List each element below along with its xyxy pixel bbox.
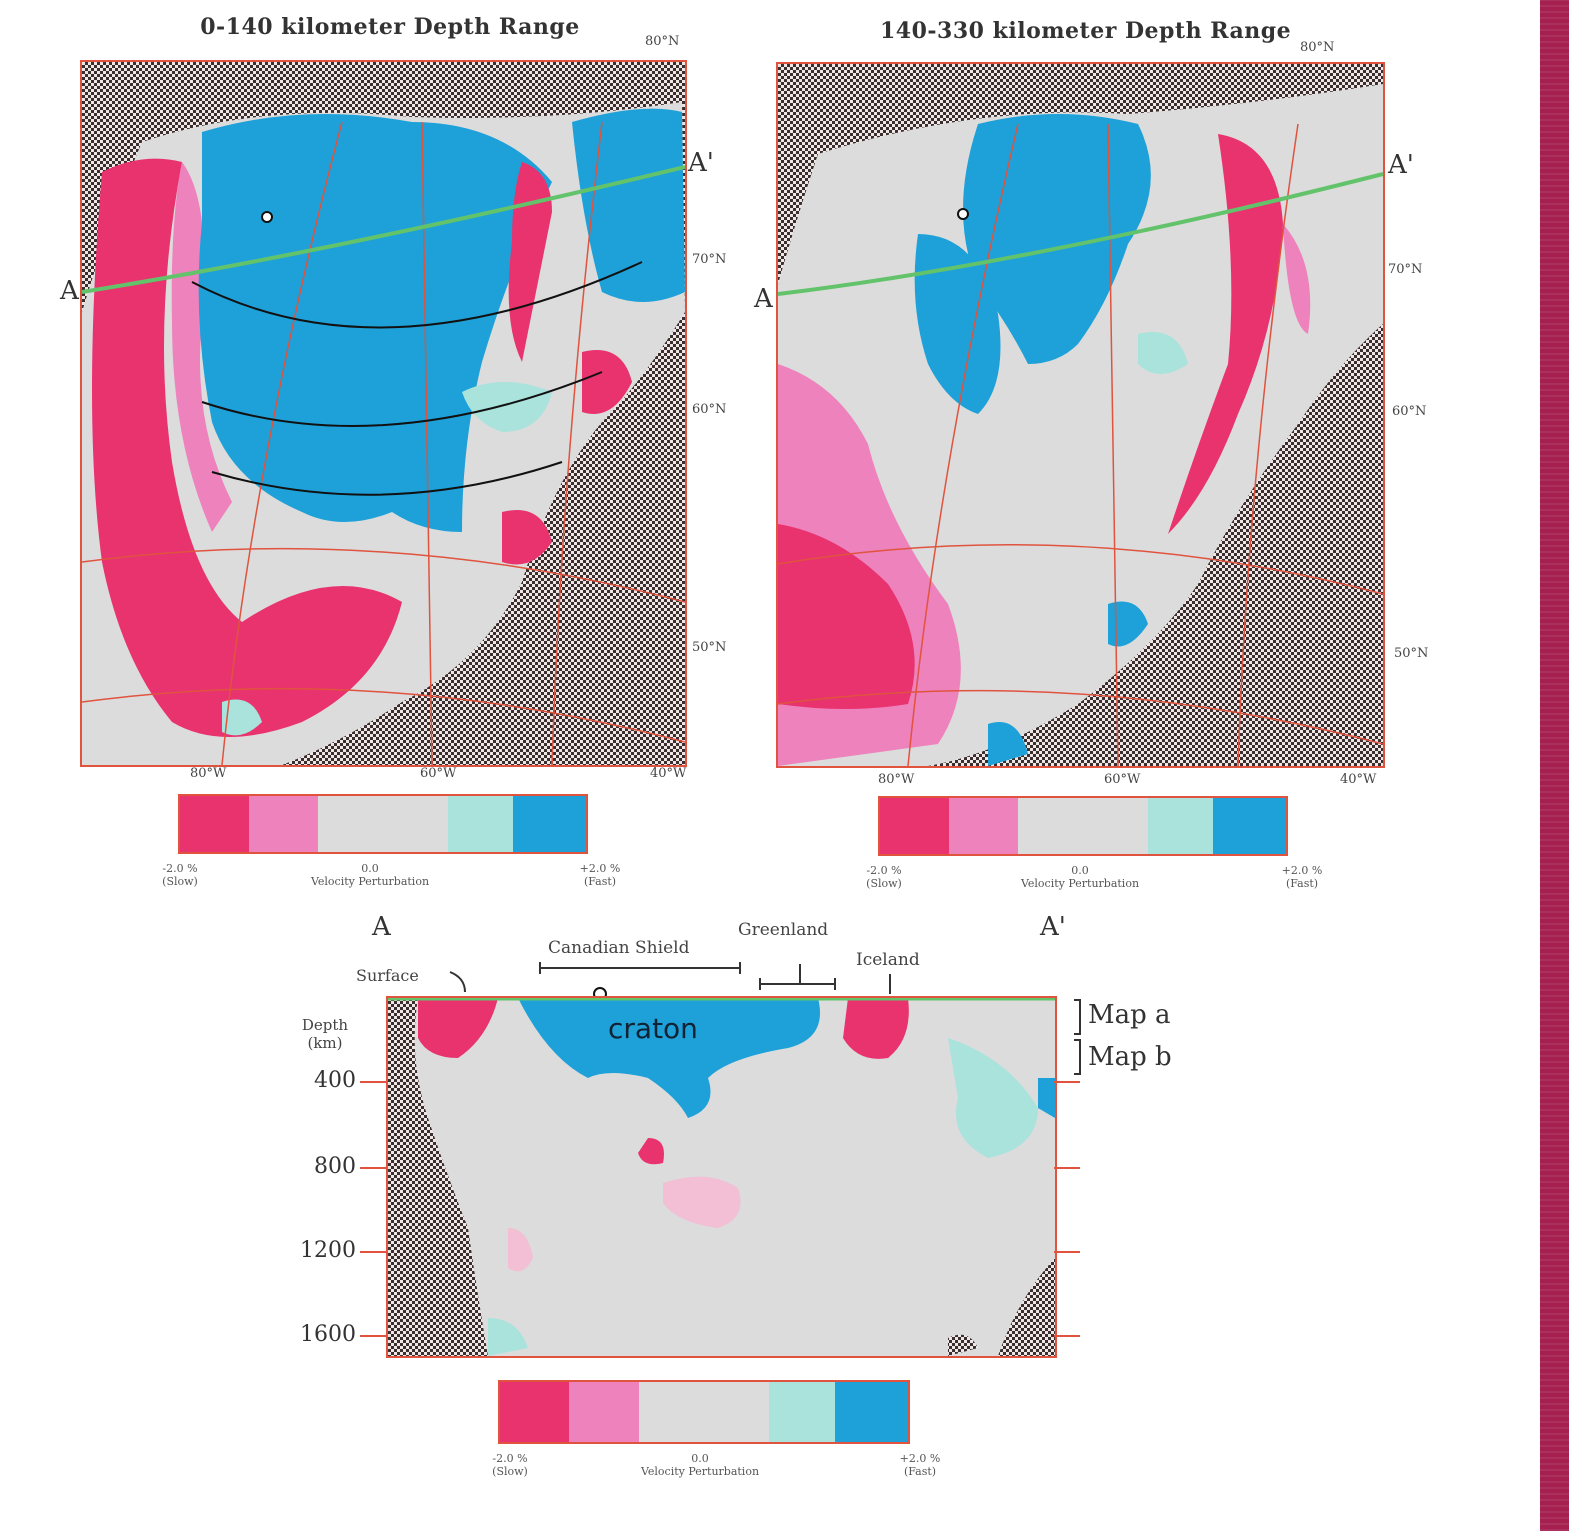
depth-tick-marks xyxy=(360,1081,1080,1337)
depth-axis-title: Depth (km) xyxy=(290,1016,360,1052)
map-b-lon-label-2: 60°W xyxy=(1104,772,1141,787)
colorbar-swatch xyxy=(447,796,513,852)
section-colorbar xyxy=(498,1380,910,1444)
map-a-title: 0-140 kilometer Depth Range xyxy=(200,14,580,40)
colorbar-center-note: Velocity Perturbation xyxy=(310,875,430,888)
cross-section-image xyxy=(388,998,1055,1356)
map-b-colorbar-center-label: 0.0 Velocity Perturbation xyxy=(980,864,1180,890)
section-colorbar-center-label: 0.0 Velocity Perturbation xyxy=(600,1452,800,1478)
map-a-colorbar-left-label: -2.0 % (Slow) xyxy=(140,862,220,888)
map-a-lat-label-3: 60°N xyxy=(692,402,727,417)
colorbar-swatch xyxy=(769,1382,835,1442)
colorbar-swatch xyxy=(1018,798,1148,854)
colorbar-swatch xyxy=(1212,798,1286,854)
map-a-colorbar-center-label: 0.0 Velocity Perturbation xyxy=(270,862,470,888)
map-a-lat-label-1: 80°N xyxy=(645,34,680,49)
colorbar-right-note: (Fast) xyxy=(903,1465,937,1478)
colorbar-right-note: (Fast) xyxy=(1285,877,1319,890)
map-ref-brackets xyxy=(1074,999,1081,1075)
map-b-colorbar xyxy=(878,796,1288,856)
map-a-colorbar xyxy=(178,794,588,854)
map-b-lat-label-3: 60°N xyxy=(1392,404,1427,419)
colorbar-right-value: +2.0 % xyxy=(899,1452,941,1465)
colorbar-left-value: -2.0 % xyxy=(492,1452,528,1465)
map-a-endpoint-left: A xyxy=(60,276,79,306)
colorbar-swatch xyxy=(638,1382,770,1442)
section-colorbar-right-label: +2.0 % (Fast) xyxy=(880,1452,960,1478)
colorbar-left-note: (Slow) xyxy=(492,1465,528,1478)
map-b-endpoint-left: A xyxy=(754,284,773,314)
map-ref-a: Map a xyxy=(1088,1000,1171,1030)
colorbar-swatch xyxy=(500,1382,570,1442)
colorbar-swatch xyxy=(880,798,950,854)
map-a-endpoint-right: A' xyxy=(688,148,714,178)
map-a-lat-label-2: 70°N xyxy=(692,252,727,267)
map-b-lat-label-2: 70°N xyxy=(1388,262,1423,277)
colorbar-center-note: Velocity Perturbation xyxy=(640,1465,760,1478)
depth-tick-1200: 1200 xyxy=(300,1238,356,1263)
map-a xyxy=(80,60,687,767)
depth-axis-title-line1: Depth xyxy=(301,1016,349,1034)
colorbar-center-note: Velocity Perturbation xyxy=(1020,877,1140,890)
map-b-lat-label-1: 80°N xyxy=(1300,40,1335,55)
map-b-endpoint-right: A' xyxy=(1388,150,1414,180)
colorbar-swatch xyxy=(1147,798,1213,854)
colorbar-left-note: (Slow) xyxy=(162,875,198,888)
depth-tick-800: 800 xyxy=(314,1154,356,1179)
depth-axis-title-line2: (km) xyxy=(307,1034,343,1052)
map-b-colorbar-right-label: +2.0 % (Fast) xyxy=(1262,864,1342,890)
colorbar-center-value: 0.0 xyxy=(1071,864,1089,877)
colorbar-swatch xyxy=(318,796,448,852)
map-a-lat-label-4: 50°N xyxy=(692,640,727,655)
map-a-image xyxy=(82,62,685,765)
colorbar-center-value: 0.0 xyxy=(361,862,379,875)
map-b-title: 140-330 kilometer Depth Range xyxy=(880,18,1292,44)
section-endpoint-left: A xyxy=(372,912,391,942)
page-edge-stripe xyxy=(1540,0,1569,1531)
colorbar-right-value: +2.0 % xyxy=(1281,864,1323,877)
map-b-lat-label-4: 50°N xyxy=(1394,646,1429,661)
colorbar-left-note: (Slow) xyxy=(866,877,902,890)
colorbar-right-note: (Fast) xyxy=(583,875,617,888)
map-b-lon-label-3: 40°W xyxy=(1340,772,1377,787)
map-a-colorbar-right-label: +2.0 % (Fast) xyxy=(560,862,640,888)
depth-tick-400: 400 xyxy=(314,1068,356,1093)
craton-label: craton xyxy=(608,1012,698,1045)
label-greenland: Greenland xyxy=(738,920,829,940)
map-b-image xyxy=(778,64,1383,766)
map-b-lon-label-1: 80°W xyxy=(878,772,915,787)
map-a-lon-label-2: 60°W xyxy=(420,766,457,781)
colorbar-swatch xyxy=(569,1382,639,1442)
cross-section xyxy=(386,996,1057,1358)
colorbar-swatch xyxy=(512,796,586,852)
depth-tick-1600: 1600 xyxy=(300,1322,356,1347)
colorbar-swatch xyxy=(949,798,1019,854)
map-a-lon-label-3: 40°W xyxy=(650,766,687,781)
label-surface: Surface xyxy=(356,966,419,985)
section-endpoint-right: A' xyxy=(1040,912,1066,942)
colorbar-left-value: -2.0 % xyxy=(162,862,198,875)
map-ref-b: Map b xyxy=(1088,1042,1172,1072)
section-surface-markers xyxy=(449,962,891,1000)
colorbar-right-value: +2.0 % xyxy=(579,862,621,875)
map-b-colorbar-left-label: -2.0 % (Slow) xyxy=(844,864,924,890)
colorbar-swatch xyxy=(249,796,319,852)
colorbar-swatch xyxy=(834,1382,908,1442)
colorbar-center-value: 0.0 xyxy=(691,1452,709,1465)
label-iceland: Iceland xyxy=(856,950,920,970)
label-canadian-shield: Canadian Shield xyxy=(548,938,690,958)
section-colorbar-left-label: -2.0 % (Slow) xyxy=(470,1452,550,1478)
colorbar-swatch xyxy=(180,796,250,852)
colorbar-left-value: -2.0 % xyxy=(866,864,902,877)
map-a-lon-label-1: 80°W xyxy=(190,766,227,781)
map-b xyxy=(776,62,1385,768)
